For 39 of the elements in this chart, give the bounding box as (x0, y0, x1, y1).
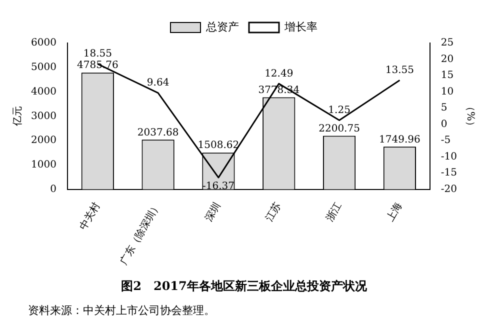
data-label: 1749.96 (379, 134, 420, 146)
y2-tick-label: -10 (440, 151, 458, 162)
data-label: 1508.62 (198, 140, 240, 152)
text: 图2 2017年各地区新三板企业总投资产状况 (120, 278, 368, 295)
y-tick-label: 0 (50, 184, 56, 195)
y2-tick-label: 15 (440, 70, 454, 82)
data-label: 13.55 (385, 64, 414, 76)
y-tick-label: 1000 (30, 160, 56, 171)
data-label: -16.37 (202, 181, 234, 192)
y2-axis-title: （%） (464, 101, 476, 131)
text: 资料来源：中关村上市公司协会整理。 (28, 303, 216, 318)
y2-tick-label: 5 (440, 102, 448, 114)
y-tick-label: 6000 (30, 38, 56, 49)
x-tick-label: 深圳 (202, 200, 224, 224)
y2-tick-label: -20 (440, 184, 458, 195)
y-tick-label: 5000 (30, 62, 56, 73)
y2-tick-label: -5 (440, 135, 451, 146)
legend-label: 增长率 (284, 20, 318, 34)
y2-tick-label: -15 (440, 168, 458, 179)
x-tick-label: 江苏 (263, 200, 284, 224)
y2-tick-label: 25 (440, 38, 454, 49)
y2-tick-label: 20 (440, 54, 454, 65)
data-label: 18.55 (83, 48, 112, 60)
y2-tick-label: 10 (440, 86, 454, 98)
y2-tick-label: 0 (440, 118, 448, 130)
y-axis-title: 亿元 (12, 106, 24, 128)
y-tick-label: 2000 (30, 135, 56, 146)
y-tick-label: 4000 (30, 86, 56, 98)
legend-label: 总资产 (205, 20, 239, 34)
data-label: 12.49 (264, 68, 294, 80)
x-tick-label: 广东（除深圳） (118, 200, 163, 267)
data-label: 2037.68 (137, 127, 179, 138)
data-label: 2200.75 (318, 123, 360, 134)
x-tick-label: 上海 (384, 200, 405, 224)
data-label: 1.25 (328, 104, 350, 116)
y-tick-label: 3000 (30, 110, 56, 122)
data-label: 9.64 (146, 78, 170, 89)
x-tick-label: 浙江 (324, 200, 344, 224)
x-tick-label: 中关村 (77, 200, 102, 232)
